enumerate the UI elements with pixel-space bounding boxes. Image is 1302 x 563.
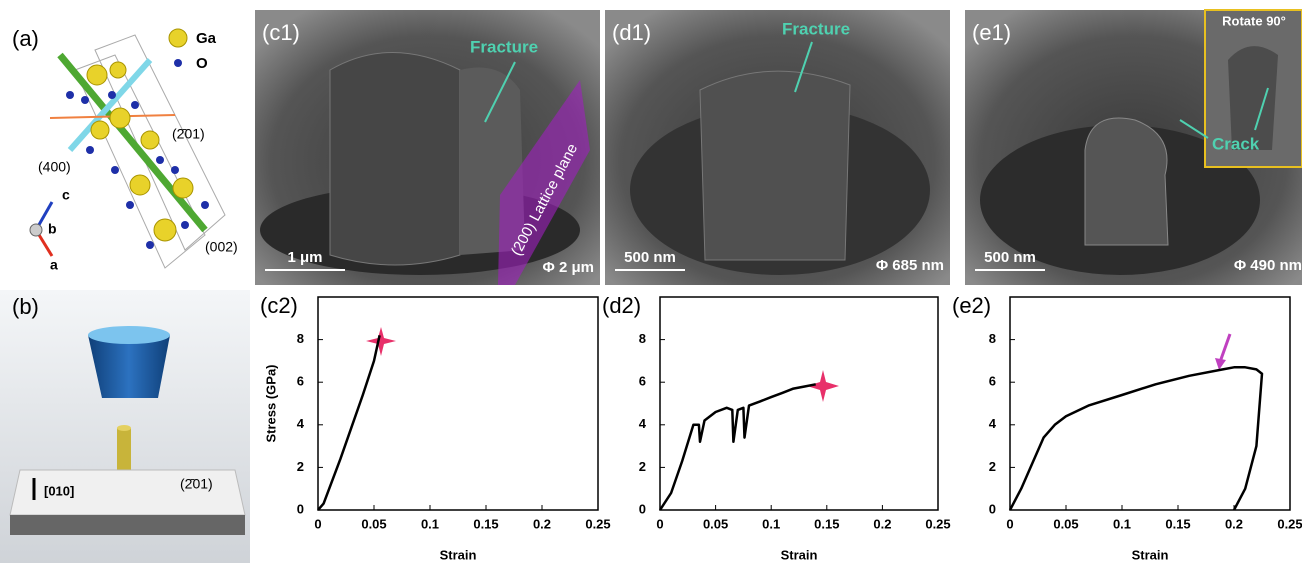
x-tick-label: 0.05 — [361, 516, 386, 531]
chart: (d2) 0 2 4 6 8 0 0.05 0.1 0.15 0.2 0.25 Strain — [602, 293, 951, 563]
plane-label: (2̄01) — [172, 126, 205, 142]
x-tick-label: 0 — [314, 516, 321, 531]
y-tick-label: 8 — [639, 331, 646, 346]
annotation: Fracture — [470, 37, 538, 56]
panel-label: (b) — [12, 294, 39, 319]
y-tick-label: 0 — [989, 501, 996, 516]
x-tick-label: 0.2 — [873, 516, 891, 531]
x-tick-label: 0.15 — [473, 516, 498, 531]
y-tick-label: 4 — [989, 416, 997, 431]
y-tick-label: 6 — [297, 374, 304, 389]
inset-label: Rotate 90° — [1222, 13, 1286, 28]
annotation: Fracture — [782, 19, 850, 38]
panel-c1: (c1) Fracture (200) Lattice plane 1 μm Φ… — [255, 10, 600, 285]
annotation: Crack — [1212, 134, 1260, 153]
panel-e1: (e1) Rotate 90° Crack 500 nm Φ 490 nm — [965, 10, 1302, 285]
y-tick-label: 0 — [639, 501, 646, 516]
x-tick-label: 0.1 — [421, 516, 439, 531]
curve — [1010, 367, 1262, 510]
x-tick-label: 0.05 — [703, 516, 728, 531]
legend-ga: Ga — [196, 30, 217, 47]
y-axis-label: Stress (GPa) — [263, 364, 278, 442]
x-tick-label: 0.25 — [925, 516, 950, 531]
plane-label: (2̄01) — [180, 476, 213, 492]
x-tick-label: 0.15 — [1165, 516, 1190, 531]
x-tick-label: 0 — [656, 516, 663, 531]
axis-label: b — [48, 221, 57, 237]
chart: (c2) 0 2 4 6 8 0 0.05 0.1 0.15 0.2 0.25 Strain Stress… — [260, 293, 611, 563]
panel-label: (e2) — [952, 293, 991, 318]
direction-label: [010] — [44, 483, 74, 498]
panel-label: (d2) — [602, 293, 641, 318]
figure: (a) Ga O (2̄01) (400) (002) c b a (b) — [0, 0, 1302, 563]
panel-d1: (d1) Fracture 500 nm Φ 685 nm — [605, 10, 950, 285]
x-tick-label: 0.1 — [762, 516, 780, 531]
y-tick-label: 2 — [639, 459, 646, 474]
y-tick-label: 8 — [989, 331, 996, 346]
legend-o: O — [196, 55, 208, 72]
y-tick-label: 2 — [297, 459, 304, 474]
x-tick-label: 0.25 — [1277, 516, 1302, 531]
scale-bar: 500 nm — [624, 249, 676, 266]
panel-label: (a) — [12, 26, 39, 51]
x-tick-label: 0.15 — [814, 516, 839, 531]
panel-label: (c2) — [260, 293, 298, 318]
y-tick-label: 2 — [989, 459, 996, 474]
plane-label: (400) — [38, 159, 71, 175]
x-tick-label: 0.2 — [1225, 516, 1243, 531]
y-tick-label: 6 — [639, 374, 646, 389]
plot-frame — [660, 297, 938, 510]
y-tick-label: 4 — [297, 416, 305, 431]
axis-label: a — [50, 257, 58, 273]
panel-a: (a) Ga O (2̄01) (400) (002) c b a — [12, 26, 238, 273]
y-tick-label: 8 — [297, 331, 304, 346]
scale-bar: 500 nm — [984, 249, 1036, 266]
chart: (e2) 0 2 4 6 8 0 0.05 0.1 0.15 0.2 0.25 Strain — [952, 293, 1302, 563]
y-tick-label: 0 — [297, 501, 304, 516]
x-tick-label: 0.2 — [533, 516, 551, 531]
curve — [318, 335, 380, 510]
x-axis-label: Strain — [440, 547, 477, 562]
x-axis-label: Strain — [781, 547, 818, 562]
panel-label: (c1) — [262, 20, 300, 45]
diameter: Φ 2 μm — [542, 259, 594, 276]
scale-bar: 1 μm — [287, 249, 322, 266]
x-tick-label: 0.1 — [1113, 516, 1131, 531]
diameter: Φ 685 nm — [876, 257, 944, 274]
axis-label: c — [62, 187, 70, 203]
x-axis-label: Strain — [1132, 547, 1169, 562]
panel-label: (d1) — [612, 20, 651, 45]
curve — [660, 384, 816, 510]
y-tick-label: 6 — [989, 374, 996, 389]
x-tick-label: 0.25 — [585, 516, 610, 531]
y-tick-label: 4 — [639, 416, 647, 431]
x-tick-label: 0 — [1006, 516, 1013, 531]
panel-label: (e1) — [972, 20, 1011, 45]
plane-label: (002) — [205, 239, 238, 255]
x-tick-label: 0.05 — [1053, 516, 1078, 531]
diameter: Φ 490 nm — [1234, 257, 1302, 274]
panel-b: (b) [010] (2̄01) — [0, 290, 250, 563]
markers — [366, 327, 1230, 402]
